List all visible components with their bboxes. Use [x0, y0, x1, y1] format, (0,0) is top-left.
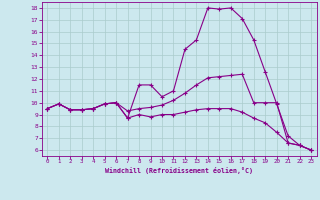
X-axis label: Windchill (Refroidissement éolien,°C): Windchill (Refroidissement éolien,°C) [105, 167, 253, 174]
